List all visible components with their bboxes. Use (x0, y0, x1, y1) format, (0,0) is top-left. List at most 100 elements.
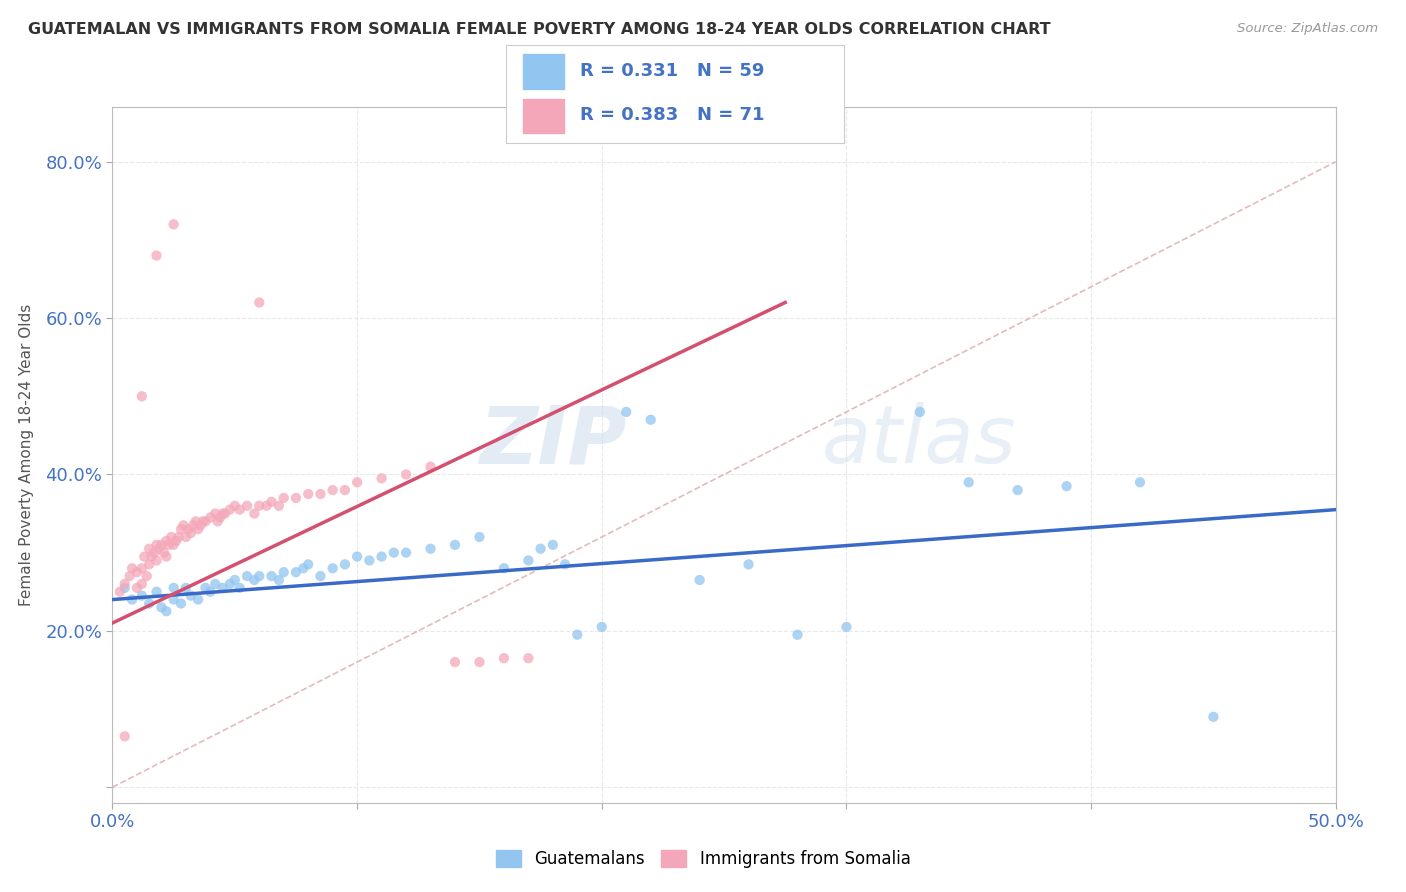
Point (395, 467, 418, 482)
Point (211, 507, 233, 521)
Point (591, 620, 613, 634)
Legend: Guatemalans, Immigrants from Somalia: Guatemalans, Immigrants from Somalia (489, 843, 917, 875)
Point (219, 502, 242, 516)
Point (1202, 710, 1225, 724)
Point (370, 471, 392, 485)
Text: R = 0.331   N = 59: R = 0.331 N = 59 (581, 62, 765, 80)
Point (207, 514, 229, 528)
Point (194, 581, 217, 595)
Text: Source: ZipAtlas.com: Source: ZipAtlas.com (1237, 22, 1378, 36)
Point (273, 565, 295, 579)
Point (492, 651, 515, 665)
Point (247, 499, 270, 513)
Point (180, 589, 202, 603)
Point (689, 573, 711, 587)
Point (148, 541, 170, 556)
Point (194, 514, 217, 528)
Point (554, 558, 576, 572)
Point (177, 522, 200, 536)
Point (444, 655, 467, 669)
Point (419, 459, 441, 474)
Point (145, 553, 167, 567)
Text: R = 0.383   N = 71: R = 0.383 N = 71 (581, 106, 765, 124)
Point (395, 546, 418, 560)
Point (155, 533, 177, 548)
Point (224, 499, 246, 513)
Point (138, 558, 160, 572)
Point (108, 584, 131, 599)
Text: GUATEMALAN VS IMMIGRANTS FROM SOMALIA FEMALE POVERTY AMONG 18-24 YEAR OLDS CORRE: GUATEMALAN VS IMMIGRANTS FROM SOMALIA FE… (28, 22, 1050, 37)
Point (309, 569, 332, 583)
Point (167, 530, 190, 544)
Point (247, 295, 270, 310)
Point (150, 538, 173, 552)
Point (957, 475, 980, 490)
Point (256, 499, 278, 513)
Point (247, 569, 270, 583)
Point (614, 405, 637, 419)
Point (114, 730, 136, 744)
Point (236, 569, 259, 583)
Point (219, 577, 242, 591)
Point (243, 507, 266, 521)
Point (131, 577, 153, 591)
Point (333, 483, 356, 497)
Point (529, 541, 551, 556)
Y-axis label: Female Poverty Among 18-24 Year Olds: Female Poverty Among 18-24 Year Olds (20, 304, 34, 606)
Point (260, 495, 283, 509)
Point (187, 592, 209, 607)
Point (346, 475, 368, 490)
Point (200, 584, 222, 599)
Point (121, 592, 143, 607)
Point (908, 405, 931, 419)
Point (170, 597, 193, 611)
Point (322, 561, 344, 575)
Point (284, 491, 308, 505)
Point (297, 487, 319, 501)
Point (174, 530, 197, 544)
Point (267, 573, 290, 587)
Point (145, 249, 167, 263)
Point (292, 561, 315, 575)
Point (1007, 483, 1029, 497)
Point (214, 507, 236, 521)
Point (224, 573, 246, 587)
Point (284, 565, 308, 579)
Point (359, 553, 381, 567)
Point (138, 541, 160, 556)
Point (163, 592, 186, 607)
Point (121, 561, 143, 575)
Point (228, 581, 250, 595)
Point (517, 651, 540, 665)
Point (157, 538, 180, 552)
Point (243, 573, 266, 587)
Point (180, 526, 202, 541)
Point (786, 628, 808, 642)
Point (204, 507, 226, 521)
Point (200, 510, 222, 524)
Point (163, 217, 186, 231)
Point (145, 538, 167, 552)
Point (187, 522, 209, 536)
Point (737, 558, 759, 572)
Point (118, 569, 141, 583)
Point (141, 549, 163, 564)
Bar (523, 54, 564, 89)
Point (382, 546, 405, 560)
Point (273, 491, 295, 505)
Point (114, 581, 136, 595)
Point (143, 546, 166, 560)
Point (1056, 479, 1078, 493)
Point (468, 655, 491, 669)
Point (419, 541, 441, 556)
Point (309, 487, 332, 501)
Point (333, 558, 356, 572)
Point (541, 538, 564, 552)
Point (370, 549, 392, 564)
Point (236, 499, 259, 513)
Point (190, 518, 212, 533)
Point (204, 577, 226, 591)
Point (640, 413, 662, 427)
Point (835, 620, 858, 634)
Point (138, 597, 160, 611)
